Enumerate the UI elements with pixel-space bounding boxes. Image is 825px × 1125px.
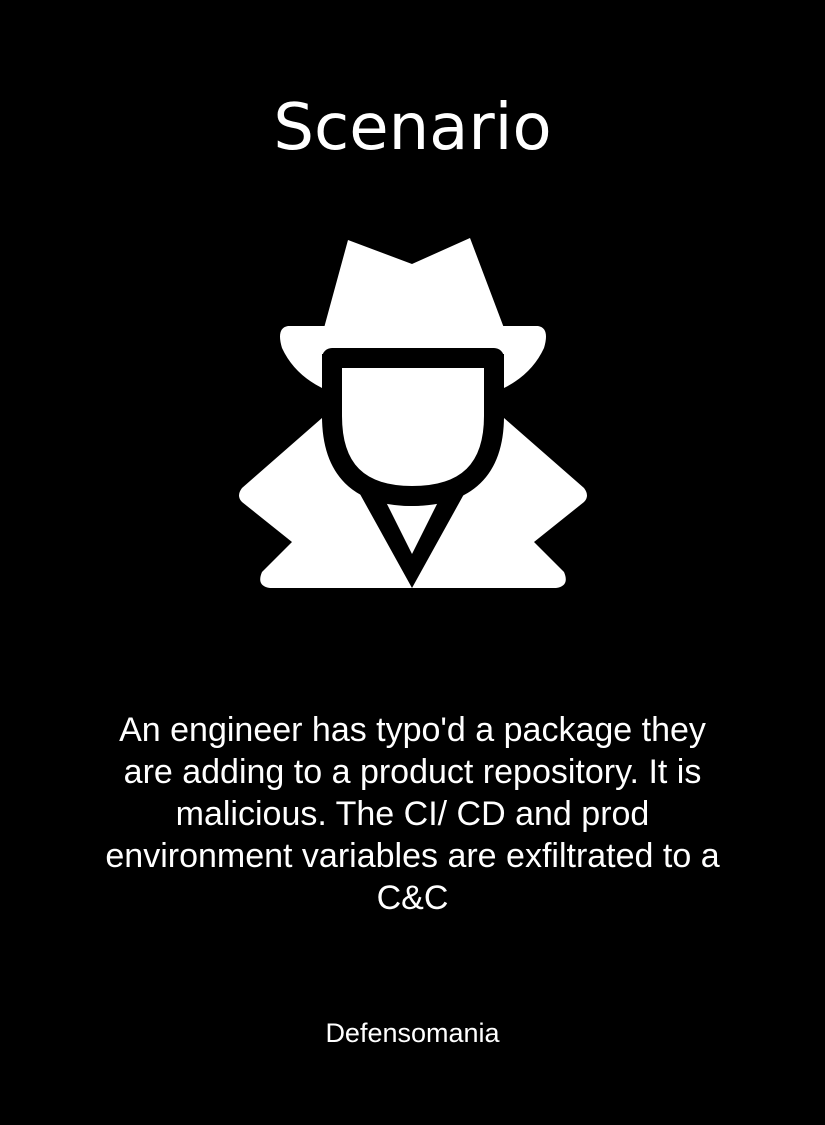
- brand-footer: Defensomania: [325, 1018, 500, 1048]
- spy-icon: [238, 236, 588, 588]
- card-title: Scenario: [273, 91, 552, 165]
- scenario-description: An engineer has typo'd a package they ar…: [105, 711, 720, 917]
